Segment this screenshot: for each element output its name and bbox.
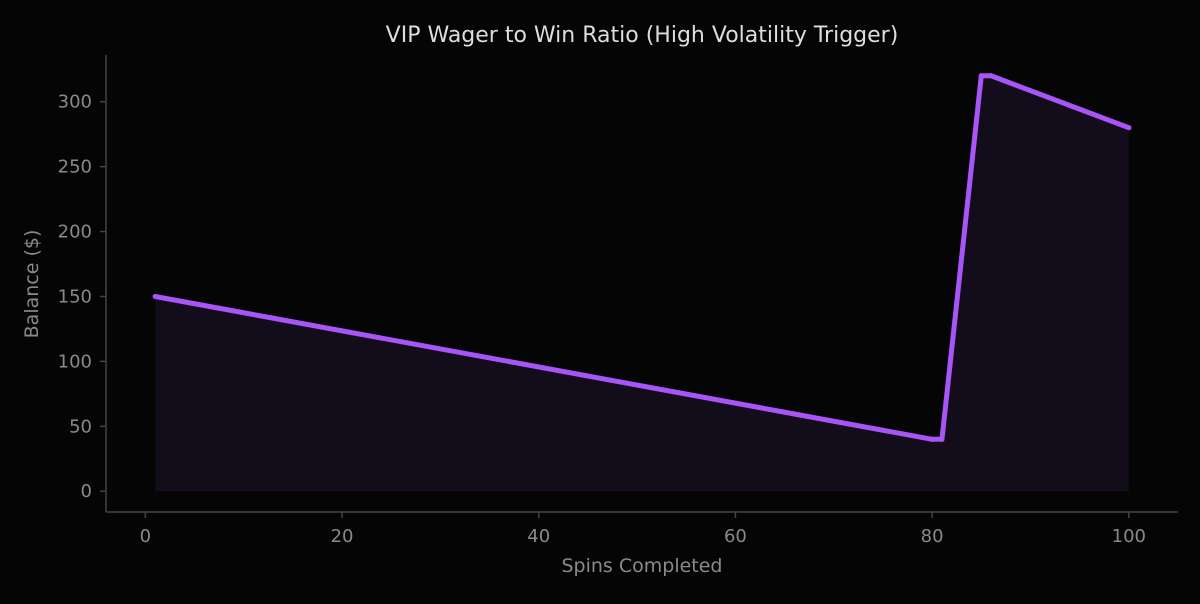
line-segment bbox=[152, 293, 935, 442]
x-tick-label: 0 bbox=[140, 526, 151, 547]
data-point bbox=[929, 436, 935, 442]
y-tick-label: 250 bbox=[58, 157, 92, 178]
y-tick-label: 50 bbox=[69, 416, 92, 437]
data-point bbox=[152, 293, 158, 299]
y-tick-label: 100 bbox=[58, 351, 92, 372]
x-tick-label: 100 bbox=[1112, 526, 1146, 547]
y-tick-label: 300 bbox=[58, 92, 92, 113]
y-tick-label: 200 bbox=[58, 222, 92, 243]
y-tick-label: 0 bbox=[81, 481, 92, 502]
line-segment bbox=[939, 73, 984, 442]
data-point bbox=[978, 73, 984, 79]
x-axis-label: Spins Completed bbox=[561, 555, 722, 577]
line-segment bbox=[988, 73, 1132, 131]
x-tick-label: 60 bbox=[724, 526, 747, 547]
y-tick-label: 150 bbox=[58, 286, 92, 307]
x-tick-label: 80 bbox=[921, 526, 944, 547]
x-tick-label: 20 bbox=[331, 526, 354, 547]
data-point bbox=[988, 73, 994, 79]
plot-area: 0 20 40 60 80 100 0 50 100 150 200 250 300 bbox=[58, 55, 1178, 547]
data-point bbox=[939, 436, 945, 442]
x-tick-label: 40 bbox=[527, 526, 550, 547]
y-axis-label: Balance ($) bbox=[21, 230, 43, 339]
data-point bbox=[1126, 125, 1132, 131]
chart-title: VIP Wager to Win Ratio (High Volatility … bbox=[386, 23, 899, 48]
area-fill bbox=[155, 75, 1129, 492]
